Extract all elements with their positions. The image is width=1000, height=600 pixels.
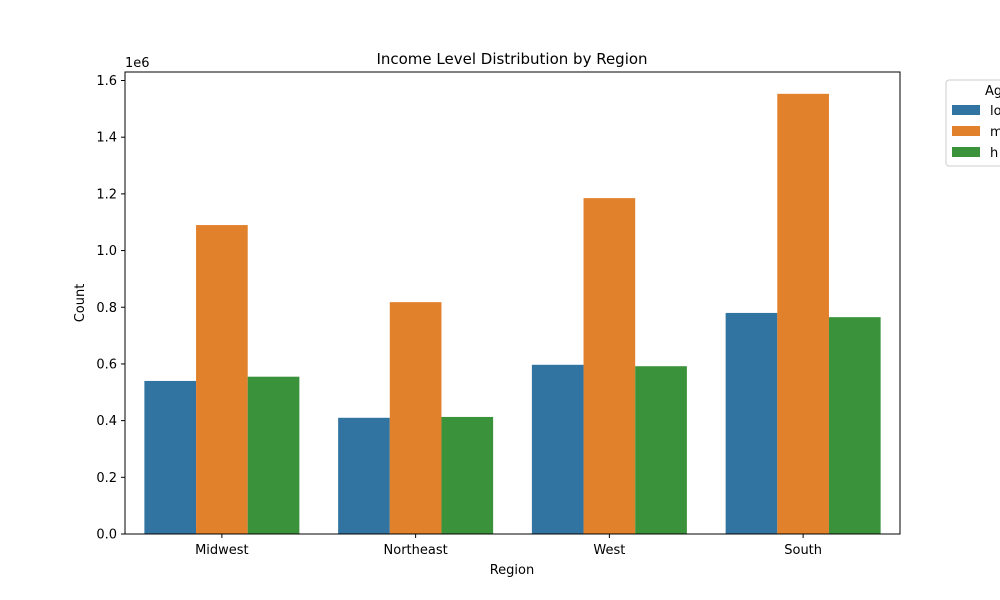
x-tick-label-northeast: Northeast (384, 543, 448, 558)
bar-south-h (828, 317, 881, 534)
bar-west-lo (531, 364, 584, 534)
bar-west-m (583, 198, 636, 534)
legend-items: lo mh (952, 104, 1000, 161)
x-tick-label-midwest: Midwest (195, 543, 249, 558)
bar-northeast-h (441, 416, 494, 534)
x-tick-label-south: South (784, 543, 822, 558)
x-axis-title: Region (490, 563, 535, 578)
y-tick-label: 1.4 (96, 131, 117, 146)
legend-swatch-lo (952, 105, 980, 115)
y-axis-multiplier: 1e6 (125, 56, 150, 71)
chart-title: Income Level Distribution by Region (376, 50, 647, 68)
x-axis-ticks: Midwest Northeast West South (195, 534, 822, 558)
y-tick-label: 0.8 (96, 301, 117, 316)
bar-south-m (777, 93, 829, 534)
y-tick-label: 0.4 (96, 414, 117, 429)
y-tick-label: 0.2 (96, 471, 117, 486)
y-tick-label: 1.0 (96, 244, 117, 259)
legend-title: Ag (985, 84, 1000, 99)
bars-group (144, 93, 881, 534)
y-axis-title: Count (73, 284, 88, 323)
x-tick-label-west: West (593, 543, 625, 558)
bar-northeast-m (389, 302, 442, 534)
bar-south-lo (725, 312, 778, 534)
legend-label-lo: lo (990, 104, 1000, 119)
bar-midwest-h (247, 376, 300, 534)
legend-swatch-m (952, 126, 980, 136)
legend-box (945, 79, 1000, 167)
y-tick-label: 1.6 (96, 74, 117, 89)
y-axis-ticks: 0.0 0.2 0.4 0.6 0.8 1.0 1.2 1.4 1.6 (96, 74, 125, 543)
y-tick-label: 1.2 (96, 187, 117, 202)
plot-frame (124, 71, 901, 535)
bar-northeast-lo (338, 417, 390, 534)
legend-label-h: h (990, 146, 998, 161)
legend-label-m: m (990, 125, 1000, 140)
legend-swatch-h (952, 147, 980, 157)
y-tick-label: 0.0 (96, 528, 117, 543)
bar-midwest-lo (144, 380, 197, 534)
legend: Ag lo mh (945, 79, 1000, 167)
y-tick-label: 0.6 (96, 357, 117, 372)
bar-midwest-m (196, 225, 248, 534)
bar-west-h (635, 366, 687, 534)
